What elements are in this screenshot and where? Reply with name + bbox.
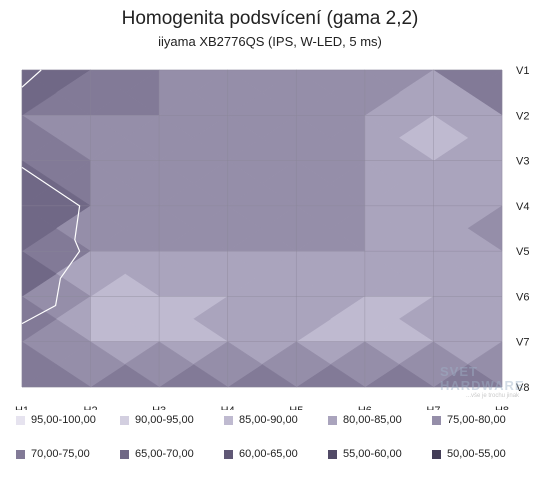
legend-item: 65,00-70,00 xyxy=(120,448,224,460)
legend-item: 90,00-95,00 xyxy=(120,414,224,426)
legend-item: 70,00-75,00 xyxy=(16,448,120,460)
heatmap-chart: H1 H2 H3 H4 H5 H6 H7 H8 V1 V2 V3 V4 V5 V6 V7 V8 xyxy=(15,65,530,410)
watermark-line3: ...vše je trochu jinak xyxy=(466,393,520,399)
legend-label: 50,00-55,00 xyxy=(447,448,506,460)
legend-item: 80,00-85,00 xyxy=(328,414,432,426)
chart-title: Homogenita podsvícení (gama 2,2) xyxy=(121,8,419,29)
y-tick-label: V8 xyxy=(516,382,529,394)
chart-legend: 95,00-100,00 90,00-95,00 85,00-90,00 80,00-… xyxy=(16,414,546,460)
legend-label: 55,00-60,00 xyxy=(343,448,402,460)
y-tick-label: V7 xyxy=(516,337,529,349)
legend-label: 95,00-100,00 xyxy=(31,414,96,426)
legend-swatch xyxy=(328,449,337,459)
legend-swatch xyxy=(224,415,233,425)
x-tick-label: H7 xyxy=(426,405,440,410)
x-tick-label: H1 xyxy=(15,405,29,410)
legend-label: 60,00-65,00 xyxy=(239,448,298,460)
legend-swatch xyxy=(432,415,441,425)
contour-line-0 xyxy=(21,69,42,88)
x-tick-label: H8 xyxy=(495,405,509,410)
legend-swatch xyxy=(432,449,441,459)
legend-label: 65,00-70,00 xyxy=(135,448,194,460)
legend-label: 80,00-85,00 xyxy=(343,414,402,426)
y-tick-label: V2 xyxy=(516,110,529,122)
y-tick-label: V1 xyxy=(516,65,529,77)
legend-swatch xyxy=(224,449,233,459)
contour-line-1 xyxy=(21,166,81,325)
x-tick-label: H6 xyxy=(358,405,372,410)
legend-swatch xyxy=(120,415,129,425)
watermark-logo: SVET HARDWARE ...vše je trochu jinak xyxy=(440,364,540,400)
y-tick-label: V4 xyxy=(516,201,529,213)
legend-label: 90,00-95,00 xyxy=(135,414,194,426)
legend-item: 60,00-65,00 xyxy=(224,448,328,460)
legend-swatch xyxy=(120,449,129,459)
legend-swatch xyxy=(16,415,25,425)
legend-label: 70,00-75,00 xyxy=(31,448,90,460)
legend-item: 95,00-100,00 xyxy=(16,414,120,426)
legend-swatch xyxy=(16,449,25,459)
legend-label: 85,00-90,00 xyxy=(239,414,298,426)
legend-item: 50,00-55,00 xyxy=(432,448,536,460)
x-tick-label: H3 xyxy=(152,405,166,410)
watermark-line1: SVET xyxy=(440,364,478,379)
x-tick-label: H4 xyxy=(221,405,235,410)
chart-subtitle: iiyama XB2776QS (IPS, W-LED, 5 ms) xyxy=(158,34,382,49)
y-tick-label: V3 xyxy=(516,156,529,168)
watermark-line2: HARDWARE xyxy=(440,378,525,393)
y-tick-label: V5 xyxy=(516,246,529,258)
y-tick-label: V6 xyxy=(516,291,529,303)
legend-item: 85,00-90,00 xyxy=(224,414,328,426)
legend-label: 75,00-80,00 xyxy=(447,414,506,426)
legend-swatch xyxy=(328,415,337,425)
legend-item: 75,00-80,00 xyxy=(432,414,536,426)
legend-item: 55,00-60,00 xyxy=(328,448,432,460)
x-tick-label: H5 xyxy=(289,405,303,410)
x-tick-label: H2 xyxy=(84,405,98,410)
